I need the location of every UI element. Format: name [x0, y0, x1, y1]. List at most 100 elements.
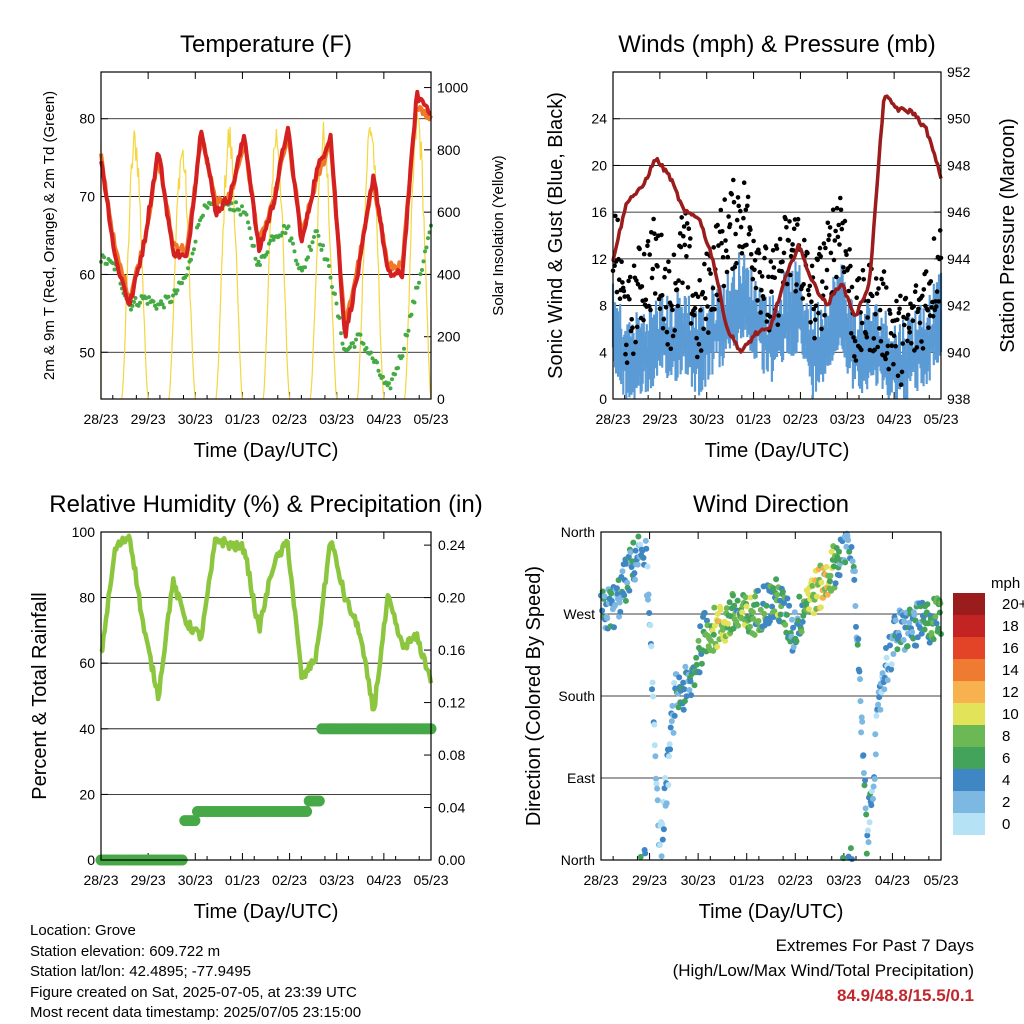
direction-point: [687, 678, 694, 685]
gust-point: [937, 228, 943, 233]
direction-point: [680, 706, 687, 713]
direction-point: [731, 602, 738, 609]
y-tick-label: 40: [79, 721, 95, 737]
dewpoint-point: [258, 263, 262, 267]
direction-point: [805, 591, 812, 597]
gust-point: [716, 243, 721, 248]
gust-point: [669, 303, 674, 309]
y-tick-label: 100: [72, 524, 96, 540]
direction-point: [749, 609, 756, 616]
direction-point: [884, 677, 891, 684]
dewpoint-point: [190, 251, 195, 256]
gust-point: [756, 250, 762, 256]
dewpoint-point: [196, 222, 201, 227]
direction-point: [656, 842, 663, 848]
direction-point: [828, 548, 835, 555]
gust-point: [645, 243, 650, 249]
gust-point: [834, 274, 839, 280]
dewpoint-point: [234, 200, 238, 205]
gust-point: [809, 263, 815, 269]
gust-point: [853, 358, 859, 363]
x-tick-label: 05/23: [923, 872, 958, 888]
gust-point: [771, 265, 777, 270]
direction-point: [668, 718, 675, 725]
gust-point: [741, 215, 746, 221]
gust-point: [759, 287, 764, 293]
dewpoint-point: [166, 294, 171, 299]
direction-point: [669, 702, 676, 709]
direction-point: [711, 622, 718, 629]
y-axis-label-left: Percent & Total Rainfall: [29, 592, 51, 800]
direction-point: [769, 603, 776, 610]
gust-point: [672, 328, 677, 333]
direction-point: [894, 646, 901, 653]
gust-point: [723, 248, 729, 253]
direction-point: [824, 591, 831, 598]
direction-point: [896, 632, 903, 639]
direction-point: [704, 617, 710, 624]
direction-point: [875, 701, 882, 708]
gust-point: [639, 284, 645, 289]
direction-point: [650, 693, 657, 700]
dewpoint-point: [189, 257, 193, 262]
direction-point: [719, 626, 726, 633]
gust-point: [906, 325, 912, 331]
direction-point: [695, 637, 702, 644]
gust-point: [681, 233, 686, 239]
direction-point: [873, 712, 880, 719]
direction-point: [667, 724, 674, 731]
dewpoint-point: [270, 234, 274, 239]
direction-point: [644, 563, 651, 570]
gust-point: [764, 319, 770, 324]
direction-point: [730, 625, 737, 632]
panel-1: Temperature (F) Time (Day/UTC) 28/23 29/23 3…: [41, 31, 507, 462]
direction-point: [888, 666, 895, 673]
dewpoint-point: [283, 231, 288, 236]
y-tick-label: 200: [437, 329, 461, 345]
gust-point: [873, 311, 878, 317]
gust-point: [863, 331, 869, 337]
gust-point: [695, 354, 700, 360]
gust-point: [677, 231, 683, 236]
direction-point: [688, 692, 695, 699]
dewpoint-point: [282, 223, 286, 228]
x-tick-label: 01/23: [225, 411, 260, 427]
direction-point: [698, 660, 705, 667]
gust-point: [670, 333, 676, 339]
dewpoint-point: [252, 243, 256, 248]
direction-point: [781, 600, 787, 606]
direction-point: [930, 636, 937, 643]
dewpoint-point: [253, 256, 258, 261]
humidity-line: [99, 533, 434, 712]
gust-point: [652, 291, 658, 296]
extremes-values: 84.9/48.8/15.5/0.1: [836, 986, 974, 1005]
direction-point: [863, 811, 870, 818]
dewpoint-point: [265, 250, 270, 255]
direction-point: [924, 601, 931, 608]
dewpoint-point: [238, 212, 243, 217]
direction-point: [883, 654, 890, 661]
gust-point: [766, 274, 771, 280]
gust-point: [660, 326, 666, 331]
y-tick-label: 0: [599, 391, 607, 407]
direction-point: [856, 668, 863, 675]
dewpoint-point: [112, 267, 117, 272]
gust-point: [649, 275, 655, 281]
direction-point: [900, 637, 907, 643]
direction-point: [676, 674, 683, 681]
direction-point: [635, 533, 642, 540]
gust-point: [877, 326, 882, 331]
gust-point: [885, 343, 891, 349]
direction-point: [925, 620, 931, 627]
dewpoint-point: [192, 247, 196, 252]
direction-point: [890, 651, 897, 657]
gust-point: [752, 258, 758, 263]
gust-point: [694, 335, 699, 341]
gust-point: [852, 354, 857, 359]
gust-point: [880, 281, 886, 287]
gust-point: [767, 314, 773, 319]
y-tick-label: 70: [79, 189, 95, 205]
direction-point: [917, 625, 923, 631]
gust-point: [936, 299, 941, 304]
